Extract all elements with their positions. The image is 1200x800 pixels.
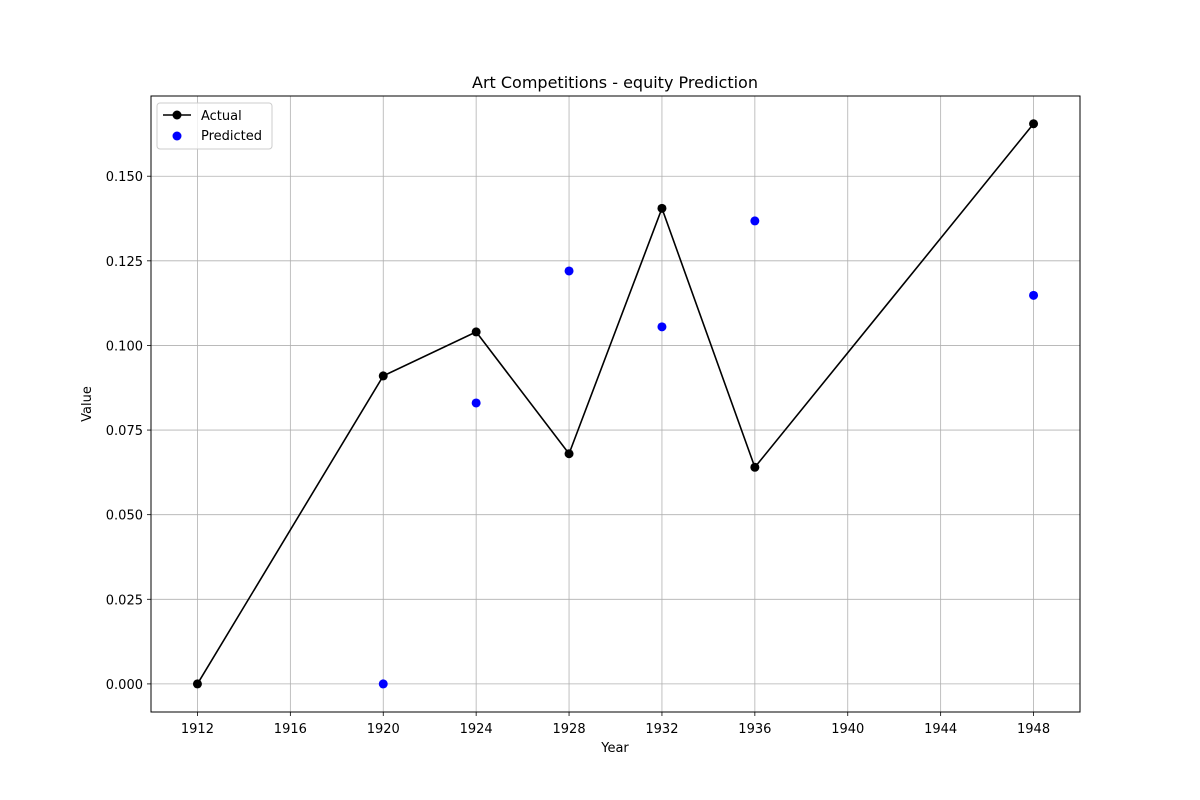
x-tick-label: 1932 [645, 722, 678, 737]
y-tick-label: 0.000 [106, 678, 143, 693]
x-tick-label: 1928 [553, 722, 586, 737]
x-tick-label: 1936 [738, 722, 771, 737]
actual-point [1029, 119, 1039, 129]
y-tick-label: 0.100 [106, 339, 143, 354]
predicted-point [750, 216, 760, 226]
x-tick-label: 1916 [274, 722, 307, 737]
predicted-point [471, 398, 481, 408]
y-tick-label: 0.125 [106, 255, 143, 270]
grid-lines [151, 96, 1080, 712]
x-tick-label: 1920 [367, 722, 400, 737]
x-tick-label: 1924 [460, 722, 493, 737]
legend: Actual Predicted [156, 102, 273, 150]
x-tick-label: 1944 [924, 722, 957, 737]
y-tick-label: 0.025 [106, 593, 143, 608]
actual-point [657, 203, 667, 213]
axis-ticks: 1912 1916 1920 1924 1928 1932 1936 1940 1944 1948… [106, 170, 1050, 737]
series-layer [192, 119, 1039, 689]
x-tick-label: 1948 [1017, 722, 1050, 737]
chart-title: Art Competitions - equity Prediction [472, 73, 758, 92]
legend-actual-marker [172, 110, 182, 120]
legend-predicted-label: Predicted [201, 129, 262, 144]
predicted-point [378, 679, 388, 689]
y-tick-label: 0.150 [106, 170, 143, 185]
predicted-point [564, 266, 574, 276]
x-axis-title: Year [600, 741, 629, 756]
x-tick-label: 1940 [831, 722, 864, 737]
y-tick-label: 0.050 [106, 509, 143, 524]
x-tick-label: 1912 [181, 722, 214, 737]
legend-predicted-marker [172, 131, 182, 141]
legend-actual-label: Actual [201, 109, 242, 124]
actual-point [750, 462, 760, 472]
actual-point [378, 371, 388, 381]
predicted-point [657, 322, 667, 332]
predicted-point [1029, 290, 1039, 300]
series-predicted [378, 216, 1039, 689]
series-actual [192, 119, 1039, 689]
actual-point [471, 327, 481, 337]
y-tick-label: 0.075 [106, 424, 143, 439]
plot-area-frame [150, 95, 1081, 713]
actual-point [192, 679, 202, 689]
y-axis-title: Value [80, 386, 95, 422]
actual-point [564, 449, 574, 459]
